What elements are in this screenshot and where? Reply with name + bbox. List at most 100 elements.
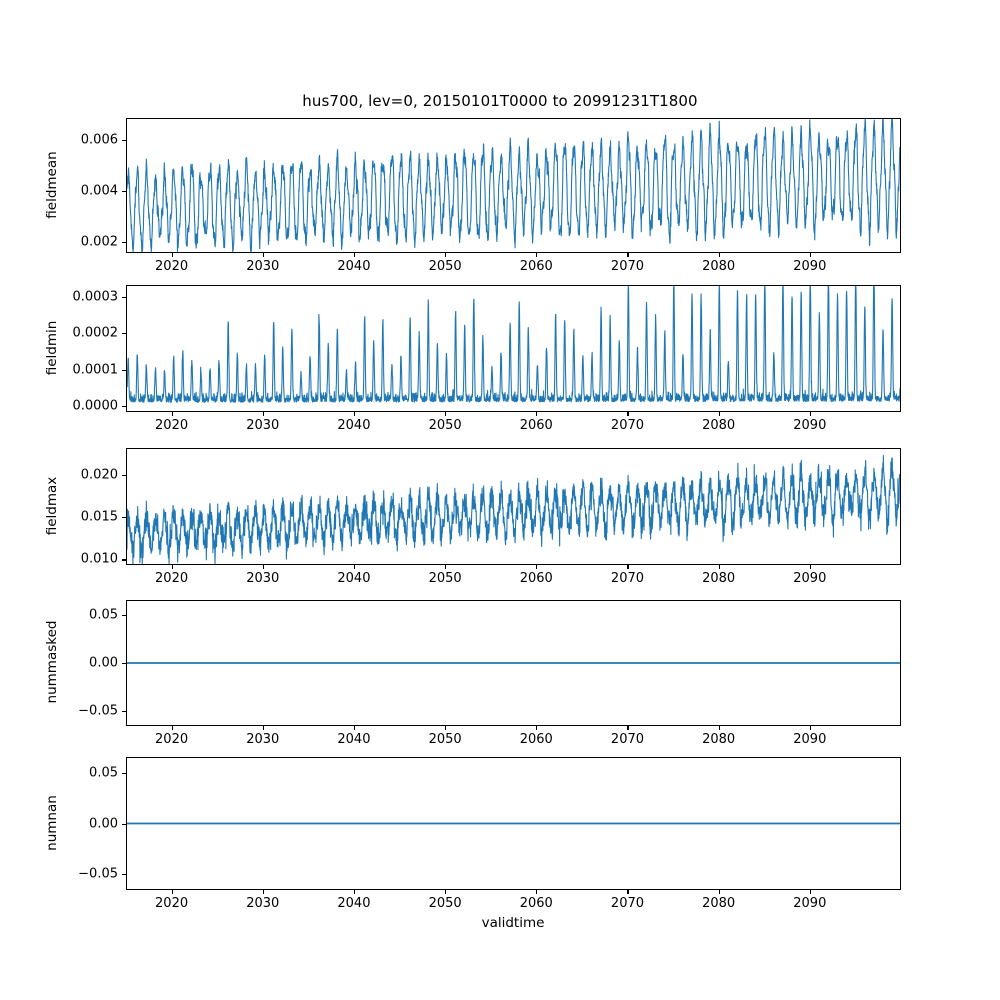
x-tick-label-fieldmax: 2030: [246, 571, 280, 586]
y-tick-label-nummasked: −0.05: [78, 703, 118, 719]
x-tickmark: [445, 565, 447, 569]
y-tickmark: [122, 873, 126, 875]
x-tickmark: [536, 726, 538, 730]
x-tick-label-nummasked: 2090: [793, 732, 827, 747]
plot-line-fieldmean: [127, 119, 900, 252]
x-tickmark: [809, 253, 811, 257]
y-tickmark: [122, 474, 126, 476]
x-tickmark: [627, 412, 629, 416]
x-tickmark: [262, 890, 264, 894]
axes-nummasked: [126, 600, 901, 726]
x-tick-label-fieldmin: 2040: [337, 418, 371, 433]
y-tickmark: [122, 615, 126, 617]
y-tick-label-nummasked: 0.00: [89, 655, 118, 671]
y-tickmark: [122, 333, 126, 335]
x-tickmark: [627, 565, 629, 569]
x-tickmark: [718, 412, 720, 416]
x-tickmark: [262, 253, 264, 257]
x-tick-label-fieldmax: 2020: [155, 571, 189, 586]
y-tick-label-fieldmax: 0.020: [80, 467, 118, 483]
x-tick-label-numnan: 2080: [702, 896, 736, 911]
y-tick-label-numnan: −0.05: [78, 866, 118, 882]
y-axis-label-numnan: numnan: [44, 794, 60, 851]
x-tickmark: [445, 890, 447, 894]
x-tick-label-fieldmax: 2070: [610, 571, 645, 586]
x-tickmark: [171, 890, 173, 894]
y-tickmark: [122, 241, 126, 243]
x-tick-label-fieldmin: 2050: [428, 418, 462, 433]
y-tickmark: [122, 710, 126, 712]
y-tickmark: [122, 190, 126, 192]
x-tickmark: [536, 565, 538, 569]
y-axis-label-nummasked: nummasked: [44, 620, 60, 704]
x-tick-label-fieldmin: 2060: [519, 418, 553, 433]
x-tick-label-nummasked: 2040: [337, 732, 371, 747]
y-tickmark: [122, 139, 126, 141]
x-tickmark: [171, 412, 173, 416]
x-tick-label-fieldmin: 2070: [610, 418, 645, 433]
x-tick-label-fieldmean: 2030: [246, 259, 280, 274]
x-tickmark: [171, 565, 173, 569]
y-axis-label-fieldmin: fieldmin: [44, 320, 60, 375]
y-axis-label-fieldmean: fieldmean: [44, 150, 60, 219]
y-tickmark: [122, 559, 126, 561]
y-tick-label-numnan: 0.00: [89, 816, 118, 831]
x-tickmark: [536, 412, 538, 416]
x-tick-label-fieldmin: 2090: [793, 418, 827, 433]
plot-line-numnan: [127, 822, 900, 825]
x-tickmark: [809, 565, 811, 569]
plot-line-fieldmax: [127, 454, 900, 564]
x-tick-label-numnan: 2060: [519, 896, 553, 911]
x-tick-label-numnan: 2040: [337, 896, 371, 911]
x-tickmark: [718, 890, 720, 894]
y-tickmark: [122, 517, 126, 519]
axes-fieldmin: [126, 285, 901, 412]
x-tickmark: [353, 565, 356, 569]
figure-title: hus700, lev=0, 20150101T0000 to 20991231…: [302, 92, 698, 110]
x-tickmark: [536, 253, 538, 257]
x-tick-label-numnan: 2070: [610, 896, 645, 911]
x-tickmark: [627, 890, 629, 894]
x-tickmark: [171, 253, 173, 257]
x-tick-label-fieldmax: 2090: [793, 571, 827, 586]
x-tickmark: [353, 412, 356, 416]
x-tickmark: [262, 726, 264, 730]
y-axis-label-fieldmax: fieldmax: [44, 476, 60, 535]
y-tick-label-fieldmean: 0.002: [80, 234, 118, 250]
x-tick-label-nummasked: 2080: [702, 732, 736, 747]
x-tickmark: [627, 253, 629, 257]
x-tick-label-nummasked: 2050: [428, 732, 462, 747]
x-tickmark: [445, 726, 447, 730]
x-tickmark: [445, 253, 447, 257]
x-tick-label-numnan: 2050: [428, 896, 462, 911]
x-tick-label-fieldmin: 2080: [702, 418, 736, 433]
plot-line-fieldmin: [127, 286, 900, 403]
x-tick-label-numnan: 2020: [155, 896, 189, 911]
x-tick-label-fieldmean: 2080: [702, 259, 736, 274]
y-tick-label-numnan: 0.05: [89, 765, 118, 781]
y-tickmark: [122, 823, 126, 825]
x-tick-label-fieldmax: 2080: [702, 571, 736, 586]
x-tickmark: [809, 412, 811, 416]
x-tickmark: [262, 565, 264, 569]
x-tickmark: [809, 726, 811, 730]
x-tick-label-numnan: 2090: [793, 896, 827, 911]
y-tick-label-nummasked: 0.05: [89, 607, 118, 623]
x-tickmark: [536, 890, 538, 894]
x-tick-label-fieldmean: 2090: [793, 259, 827, 274]
x-tick-label-fieldmax: 2060: [519, 571, 553, 586]
y-tick-label-fieldmax: 0.015: [80, 509, 118, 525]
y-tick-label-fieldmin: 0.0003: [72, 289, 119, 305]
y-tickmark: [122, 406, 126, 408]
y-tick-label-fieldmean: 0.004: [80, 183, 118, 199]
y-tickmark: [122, 773, 126, 775]
y-tickmark: [122, 369, 126, 371]
y-tick-label-fieldmax: 0.010: [80, 551, 118, 567]
x-tickmark: [718, 565, 720, 569]
y-tick-label-fieldmin: 0.0000: [72, 398, 119, 414]
x-tick-label-nummasked: 2070: [610, 732, 645, 747]
x-tick-label-nummasked: 2030: [246, 732, 280, 747]
y-tickmark: [122, 296, 126, 299]
x-tick-label-fieldmean: 2020: [155, 259, 189, 274]
